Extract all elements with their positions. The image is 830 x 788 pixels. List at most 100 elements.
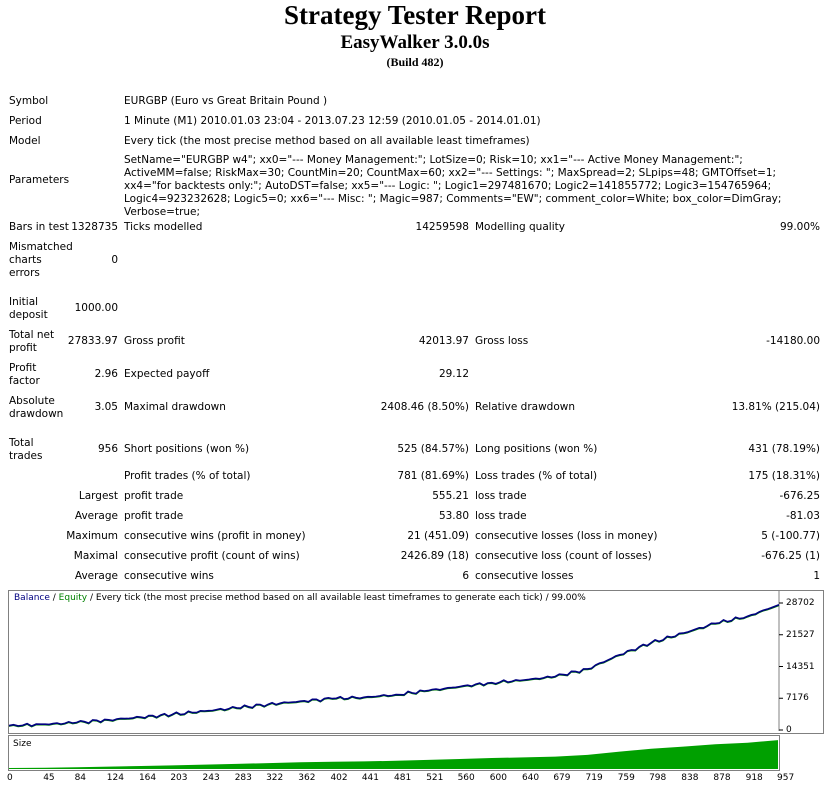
- y-tick-label: 0: [786, 725, 792, 735]
- legend-equity: Equity: [58, 593, 88, 603]
- symbol-label: Symbol: [9, 95, 49, 107]
- period-value: 1 Minute (M1) 2010.01.03 23:04 - 2013.07…: [124, 115, 541, 127]
- x-tick-label: 481: [394, 773, 412, 783]
- average-loss-value: -81.03: [786, 510, 820, 522]
- initial-deposit-label-1: Initial: [9, 296, 39, 308]
- absolute-drawdown-value: 3.05: [94, 401, 118, 413]
- x-tick-label: 164: [138, 773, 157, 783]
- absolute-drawdown-label-2: drawdown: [9, 408, 64, 420]
- max-consec-losses-value: 5 (-100.77): [761, 530, 820, 542]
- loss-trades-value: 175 (18.31%): [748, 470, 820, 482]
- gross-profit-value: 42013.97: [418, 335, 469, 347]
- gross-loss-label: Gross loss: [475, 335, 529, 347]
- balance-chart: [9, 591, 783, 731]
- bars-in-test-label: Bars in test: [9, 221, 69, 233]
- avg-consec-losses-value: 1: [813, 570, 820, 582]
- y-tick-label: 21527: [786, 629, 815, 640]
- model-value: Every tick (the most precise method base…: [124, 135, 530, 147]
- y-tick-label: 28702: [786, 598, 815, 608]
- size-area: [9, 740, 778, 769]
- long-positions-label: Long positions (won %): [475, 443, 598, 455]
- avg-consec-wins-value: 6: [462, 570, 469, 582]
- x-tick-label: 0: [7, 773, 13, 783]
- ticks-modelled-label: Ticks modelled: [124, 221, 203, 233]
- x-tick-label: 878: [713, 773, 731, 783]
- average-loss-label: loss trade: [475, 510, 527, 522]
- total-net-profit-label-1: Total net: [9, 329, 55, 341]
- y-tick-label: 14351: [786, 661, 815, 672]
- x-tick-label: 283: [234, 773, 252, 783]
- gross-loss-value: -14180.00: [766, 335, 820, 347]
- bars-in-test-value: 1328735: [71, 221, 118, 233]
- x-tick-label: 402: [330, 773, 348, 783]
- absolute-drawdown-label-1: Absolute: [9, 395, 55, 407]
- avg-consec-losses-label: consecutive losses: [475, 570, 574, 582]
- ticks-modelled-value: 14259598: [415, 221, 469, 233]
- expected-payoff-label: Expected payoff: [124, 368, 210, 380]
- chart-legend: Balance / Equity / Every tick (the most …: [14, 593, 586, 604]
- x-tick-label: 600: [489, 773, 507, 783]
- model-label: Model: [9, 135, 41, 147]
- mismatched-label-1: Mismatched: [9, 241, 73, 253]
- symbol-value: EURGBP (Euro vs Great Britain Pound ): [124, 95, 328, 107]
- x-tick-label: 362: [298, 773, 316, 783]
- x-tick-label: 124: [106, 773, 124, 783]
- equity-line: [9, 605, 780, 728]
- profit-trades-label: Profit trades (% of total): [124, 470, 251, 482]
- avg-consec-wins-label: consecutive wins: [124, 570, 214, 582]
- total-trades-value: 956: [97, 443, 118, 455]
- average-profit-value: 53.80: [438, 510, 469, 522]
- total-net-profit-label-2: profit: [9, 342, 37, 354]
- parameters-label: Parameters: [9, 174, 70, 186]
- period-label: Period: [9, 115, 42, 127]
- largest-loss-value: -676.25: [779, 490, 820, 502]
- relative-drawdown-value: 13.81% (215.04): [731, 401, 820, 413]
- size-chart-label: Size: [13, 739, 32, 749]
- initial-deposit-value: 1000.00: [74, 302, 118, 314]
- x-tick-label: 203: [170, 773, 188, 783]
- mismatched-label-3: errors: [9, 267, 40, 279]
- mismatched-value: 0: [111, 254, 118, 266]
- average-profit-label: profit trade: [124, 510, 184, 522]
- x-tick-label: 719: [585, 773, 603, 783]
- largest-profit-label: profit trade: [124, 490, 184, 502]
- short-positions-label: Short positions (won %): [124, 443, 250, 455]
- parameters-value: SetName="EURGBP w4"; xx0="--- Money Mana…: [124, 154, 782, 218]
- legend-balance: Balance: [14, 593, 50, 603]
- short-positions-value: 525 (84.57%): [397, 443, 469, 455]
- x-tick-label: 679: [553, 773, 571, 783]
- average-label: Average: [74, 510, 118, 522]
- max-consec-wins-label: consecutive wins (profit in money): [124, 530, 306, 542]
- profit-factor-value: 2.96: [94, 368, 118, 380]
- balance-chart-frame: [8, 590, 824, 734]
- x-tick-label: 84: [74, 773, 87, 783]
- maximal-consec-loss-label: consecutive loss (count of losses): [475, 550, 652, 562]
- maximal-consec-profit-value: 2426.89 (18): [400, 550, 469, 562]
- report-title: Strategy Tester Report: [284, 0, 546, 30]
- max-consec-wins-value: 21 (451.09): [407, 530, 469, 542]
- initial-deposit-label-2: deposit: [9, 309, 48, 321]
- maximal-drawdown-value: 2408.46 (8.50%): [380, 401, 469, 413]
- maximal-consec-loss-value: -676.25 (1): [761, 550, 820, 562]
- x-tick-label: 45: [43, 773, 55, 783]
- maximal-consec-profit-label: consecutive profit (count of wins): [124, 550, 300, 562]
- expert-name: EasyWalker 3.0.0s: [340, 32, 490, 53]
- x-tick-label: 838: [681, 773, 699, 783]
- profit-factor-label-2: factor: [9, 375, 40, 387]
- largest-profit-value: 555.21: [432, 490, 469, 502]
- modelling-quality-value: 99.00%: [779, 221, 820, 233]
- x-tick-label: 560: [457, 773, 475, 783]
- x-tick-label: 957: [777, 773, 795, 783]
- size-chart: [9, 740, 778, 769]
- relative-drawdown-label: Relative drawdown: [475, 401, 576, 413]
- profit-factor-label-1: Profit: [9, 362, 37, 374]
- x-tick-label: 640: [521, 773, 540, 783]
- legend-separator: /: [49, 593, 59, 603]
- loss-trades-label: Loss trades (% of total): [475, 470, 598, 482]
- y-tick-label: 7176: [786, 693, 809, 704]
- expected-payoff-value: 29.12: [438, 368, 469, 380]
- gross-profit-label: Gross profit: [124, 335, 185, 347]
- mismatched-label-2: charts: [9, 254, 42, 266]
- largest-label: Largest: [78, 490, 118, 502]
- profit-trades-value: 781 (81.69%): [397, 470, 469, 482]
